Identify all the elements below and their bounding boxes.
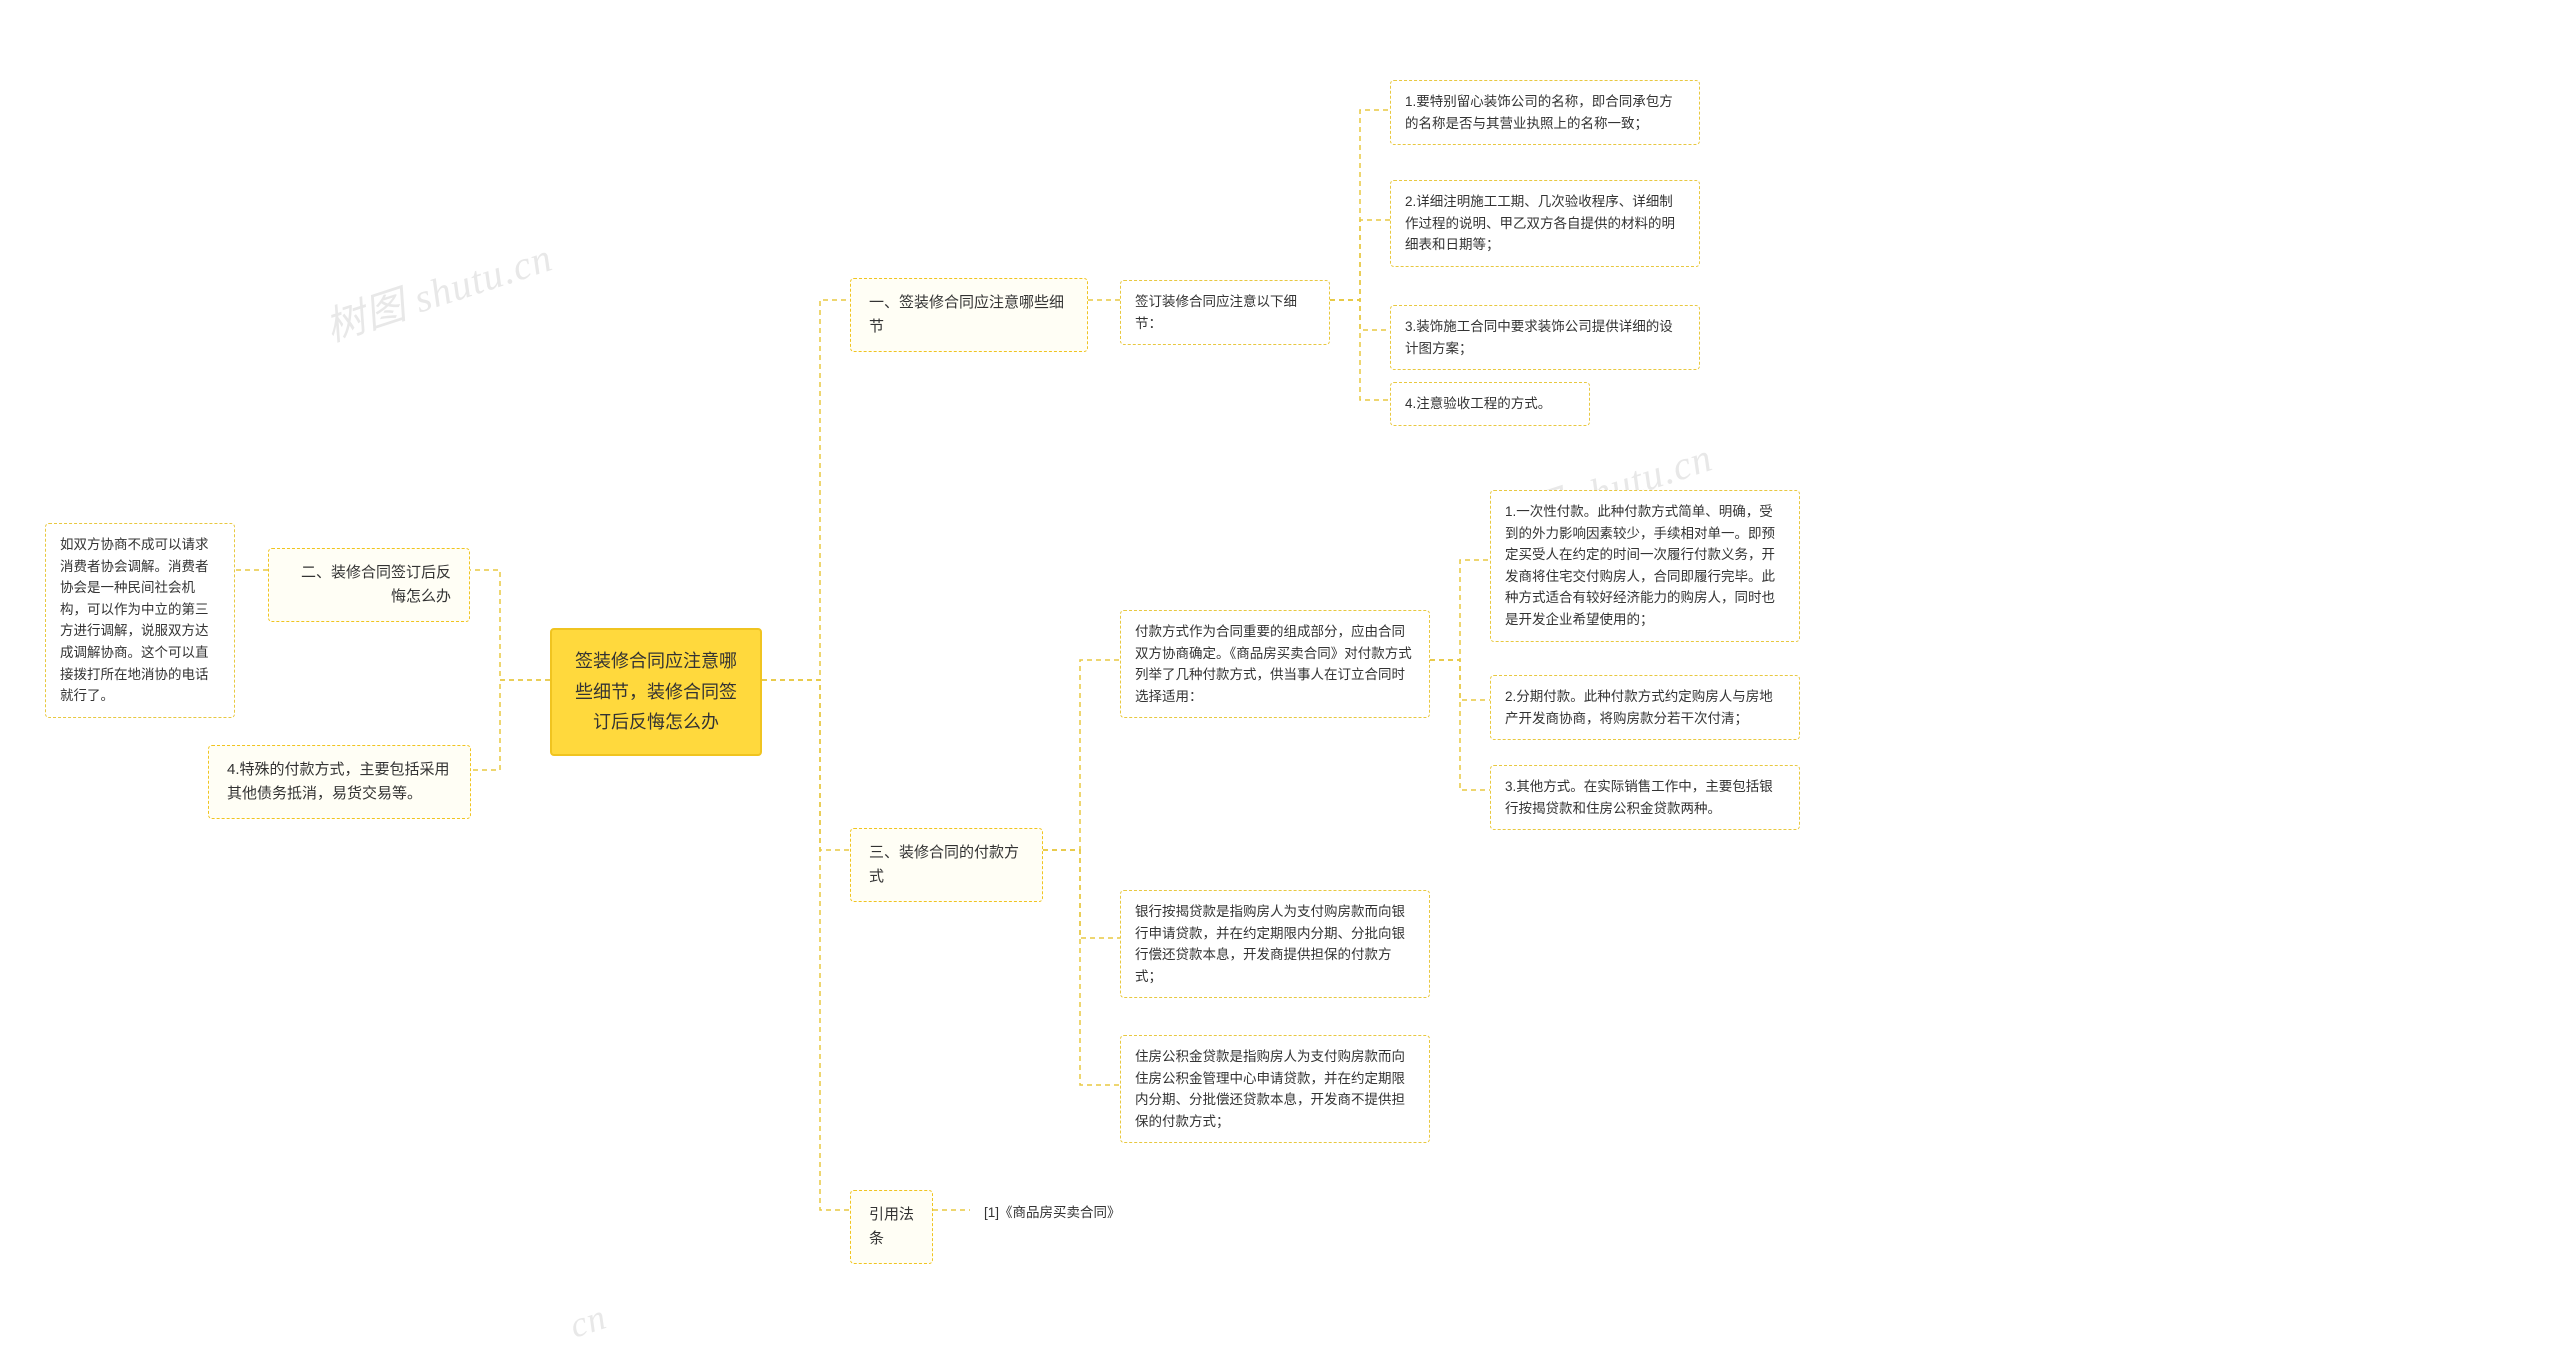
leaf-s1-1: 1.要特别留心装饰公司的名称，即合同承包方的名称是否与其营业执照上的名称一致； (1390, 80, 1700, 145)
leaf-s2-1: 如双方协商不成可以请求消费者协会调解。消费者协会是一种民间社会机构，可以作为中立… (45, 523, 235, 718)
leaf-s3-fund: 住房公积金贷款是指购房人为支付购房款而向住房公积金管理中心申请贷款，并在约定期限… (1120, 1035, 1430, 1143)
branch-section-2: 二、装修合同签订后反悔怎么办 (268, 548, 470, 622)
leaf-s3-2: 2.分期付款。此种付款方式约定购房人与房地产开发商协商，将购房款分若干次付清； (1490, 675, 1800, 740)
leaf-s1-intro: 签订装修合同应注意以下细节： (1120, 280, 1330, 345)
leaf-s3-3: 3.其他方式。在实际销售工作中，主要包括银行按揭贷款和住房公积金贷款两种。 (1490, 765, 1800, 830)
watermark: 树图 shutu.cn (317, 225, 559, 353)
branch-section-3: 三、装修合同的付款方式 (850, 828, 1043, 902)
branch-special-payment: 4.特殊的付款方式，主要包括采用其他债务抵消，易货交易等。 (208, 745, 471, 819)
leaf-s1-3: 3.装饰施工合同中要求装饰公司提供详细的设计图方案； (1390, 305, 1700, 370)
leaf-cite-1: [1]《商品房买卖合同》 (970, 1192, 1145, 1234)
leaf-s1-2: 2.详细注明施工工期、几次验收程序、详细制作过程的说明、甲乙双方各自提供的材料的… (1390, 180, 1700, 267)
branch-section-1: 一、签装修合同应注意哪些细节 (850, 278, 1088, 352)
leaf-s3-bank: 银行按揭贷款是指购房人为支付购房款而向银行申请贷款，并在约定期限内分期、分批向银… (1120, 890, 1430, 998)
watermark: cn (564, 1295, 611, 1346)
branch-cite: 引用法条 (850, 1190, 933, 1264)
root-node: 签装修合同应注意哪些细节，装修合同签订后反悔怎么办 (550, 628, 762, 756)
leaf-s3-1: 1.一次性付款。此种付款方式简单、明确，受到的外力影响因素较少，手续相对单一。即… (1490, 490, 1800, 642)
leaf-s3-intro: 付款方式作为合同重要的组成部分，应由合同双方协商确定。《商品房买卖合同》对付款方… (1120, 610, 1430, 718)
leaf-s1-4: 4.注意验收工程的方式。 (1390, 382, 1590, 426)
